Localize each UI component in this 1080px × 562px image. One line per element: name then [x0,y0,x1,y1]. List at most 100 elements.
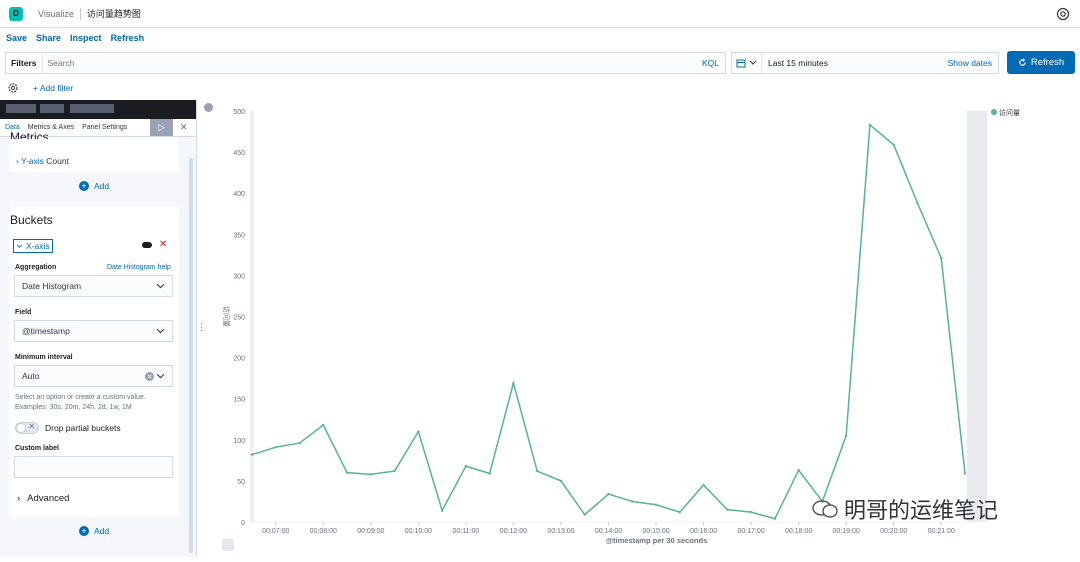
date-range-text[interactable]: Last 15 minutes [768,58,829,68]
discard-close-icon[interactable]: ✕ [180,122,188,132]
custom-label-input[interactable] [14,456,173,478]
share-button[interactable]: Share [36,33,62,43]
y-tick-label: 150 [233,397,245,404]
legend-toggle-icon[interactable] [222,539,234,551]
y-tick-label: 50 [237,479,245,486]
clear-icon[interactable]: ✕ [145,372,154,381]
y-axis-title: 访问量 [222,306,231,327]
data-point [440,509,444,512]
data-point [963,472,967,475]
quick-menu-button[interactable] [732,53,762,73]
legend-label: 访问量 [999,108,1020,117]
hover-highlight-band [967,111,987,522]
date-histogram-help-link[interactable]: Date Histogram help [107,264,171,271]
collapse-sidebar-icon[interactable] [204,103,213,112]
data-point [940,256,943,260]
aggregation-select[interactable]: Date Histogram [14,275,173,297]
chevron-down-icon [156,328,165,334]
remove-bucket-icon[interactable]: ✕ [159,239,168,250]
y-axis-prefix: Y-axis [21,156,44,166]
help-icon[interactable] [1056,7,1070,21]
x-tick-label: 00:07:00 [262,528,289,535]
tab-data[interactable]: Data [5,124,20,131]
breadcrumb-visualize[interactable]: Visualize [38,8,74,19]
tab-panel-settings[interactable]: Panel Settings [82,124,128,131]
x-tick-label: 00:10:00 [405,528,432,535]
redacted-text [6,104,36,113]
data-point [583,513,586,516]
data-point [749,510,753,514]
data-point [702,483,705,487]
legend-swatch [991,109,997,115]
y-tick-label: 450 [233,150,245,157]
x-tick-label: 00:21:00 [928,528,955,535]
action-toolbar: Save Share Inspect Refresh [0,28,147,48]
y-tick-label: 300 [233,273,245,280]
refresh-link[interactable]: Refresh [110,33,145,43]
drop-partial-switch[interactable]: ✕ [15,422,39,434]
save-button[interactable]: Save [6,33,28,43]
x-tick-label: 00:14:00 [595,528,622,535]
apply-changes-button[interactable]: ▷ [150,119,173,136]
drop-partial-label: Drop partial buckets [45,423,121,433]
x-axis-toggle[interactable]: X-axis [13,239,53,253]
aggregation-value: Date Histogram [22,281,82,291]
redacted-text [40,104,64,113]
sidebar-scrollbar[interactable] [189,158,193,553]
add-metric-button[interactable]: + Add [79,181,109,191]
enable-toggle-icon[interactable] [142,242,152,248]
query-bar: Filters KQL [5,52,726,74]
show-dates-link[interactable]: Show dates [947,58,992,68]
advanced-label: Advanced [27,493,70,504]
kql-toggle[interactable]: KQL [701,58,719,68]
resize-handle-icon[interactable]: ⋮ [197,322,206,332]
search-input[interactable] [47,58,702,68]
gear-icon[interactable] [7,82,19,94]
x-tick-label: 00:20:00 [880,528,907,535]
watermark: 明哥的运维笔记 [812,493,998,525]
play-icon: ▷ [158,122,165,132]
filter-row: + Add filter [0,78,73,98]
data-point [250,453,254,456]
add-bucket-label: Add [94,526,110,536]
data-point [916,201,919,205]
field-select[interactable]: @timestamp [14,320,173,342]
metrics-title: Metrics [10,130,49,139]
editor-tabs: Data Metrics & Axes Panel Settings ▷ ✕ [0,119,196,137]
data-point [654,503,658,506]
breadcrumb-page-title: 访问量趋势图 [86,9,141,19]
advanced-toggle[interactable]: › Advanced [17,493,69,504]
data-point [298,441,301,445]
y-tick-label: 350 [233,232,245,239]
tab-metrics-axes[interactable]: Metrics & Axes [27,124,75,131]
chevron-down-icon [156,283,165,289]
refresh-button[interactable]: Refresh [1007,51,1075,74]
field-value: @timestamp [22,326,70,336]
chevron-right-icon: › [17,493,21,504]
data-point [322,423,325,427]
data-point [631,500,634,503]
field-label: Field [15,309,32,316]
plus-icon: + [79,181,89,191]
data-point [892,143,895,146]
inspect-button[interactable]: Inspect [70,33,102,43]
data-point [726,508,729,511]
data-point [536,469,539,473]
data-point [488,472,491,475]
data-point [464,464,468,468]
app-logo[interactable]: D [9,6,23,21]
x-axis-title: @timestamp per 30 seconds [606,536,708,545]
add-bucket-button[interactable]: + Add [79,526,109,536]
x-tick-label: 00:15:00 [642,528,669,535]
data-point [773,517,777,520]
data-point [797,469,800,472]
interval-combobox[interactable]: Auto ✕ [14,365,173,387]
line-chart: 0 50 100 150 200 250 300 350 400 450 500 00:07:00 00… [222,108,1020,545]
buckets-title: Buckets [10,213,53,227]
aggregation-label: Aggregation [15,264,57,271]
add-filter-button[interactable]: + Add filter [33,83,74,93]
data-point [345,471,349,474]
breadcrumb-divider [79,7,81,20]
metric-y-axis-item[interactable]: › Y-axis Count [16,156,69,166]
data-point [607,492,610,496]
